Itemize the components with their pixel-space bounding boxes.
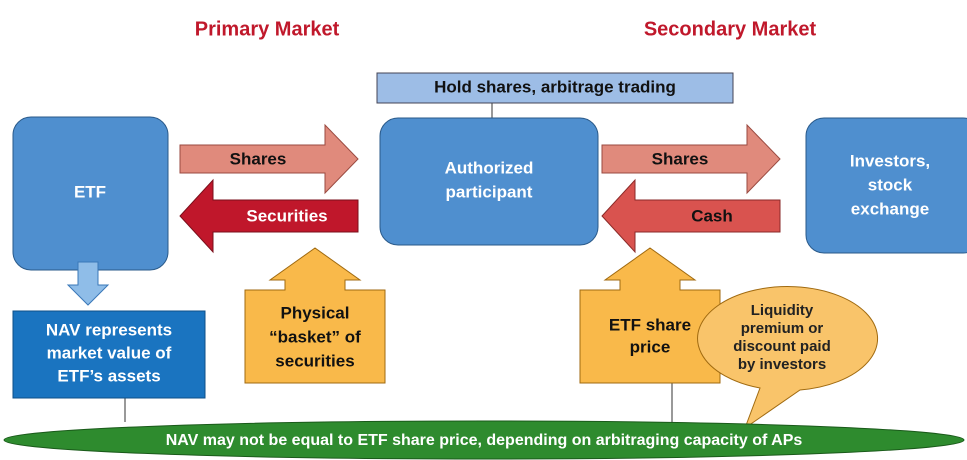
price-label: price [630,337,671,356]
nav-label: market value of [47,343,172,362]
bubble-label: premium or [741,320,824,337]
arrow-down [66,261,110,306]
hold-box [376,72,734,104]
investors-box [805,117,967,254]
conclusion-label: NAV may not be equal to ETF share price,… [166,432,803,449]
arrow-label: Securities [246,206,327,225]
investors-label: stock [868,175,913,194]
investors-label: Investors, [850,151,930,170]
basket-label: Physical [281,303,350,322]
ap-label: Authorized [445,158,534,177]
basket-label: “basket” of [269,327,361,346]
arrow-label: Shares [230,149,287,168]
investors-label: exchange [851,199,929,218]
arrow-left [601,178,781,254]
etf-label: ETF [74,182,106,201]
bubble-label: discount paid [733,338,831,355]
nav-box [12,310,206,399]
price-box [579,247,721,384]
bubble-label: Liquidity [751,302,814,319]
arrow-right [601,123,781,195]
header-left: Primary Market [195,18,340,40]
ap-label: participant [446,182,533,201]
conclusion-ellipse [3,420,965,460]
hold-label: Hold shares, arbitrage trading [434,77,676,96]
arrow-right [179,123,359,195]
ap-box [379,117,599,246]
arrow-label: Cash [691,206,733,225]
speech-bubble [697,286,878,430]
price-label: ETF share [609,315,691,334]
header-right: Secondary Market [644,18,817,40]
arrow-left [179,178,359,254]
nav-label: NAV represents [46,320,172,339]
arrow-label: Shares [652,149,709,168]
nav-label: ETF’s assets [57,366,160,385]
basket-box [244,247,386,384]
bubble-label: by investors [738,356,826,373]
basket-label: securities [275,351,354,370]
